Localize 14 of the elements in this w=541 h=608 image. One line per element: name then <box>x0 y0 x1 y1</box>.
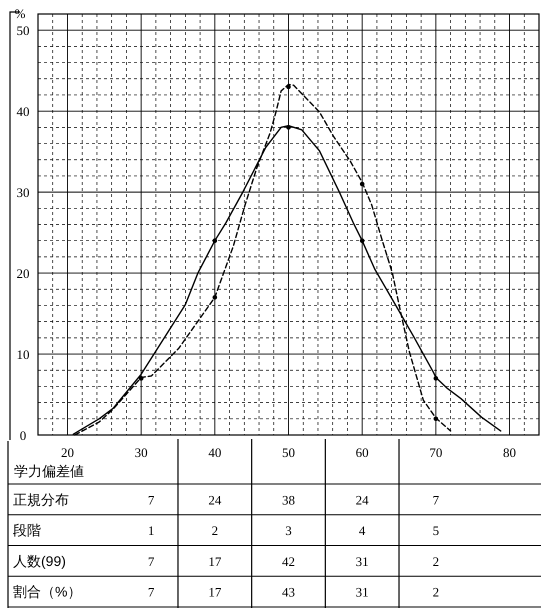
y-tick-label: 10 <box>16 347 30 362</box>
x-tick-label: 50 <box>282 445 295 460</box>
x-tick-label: 20 <box>60 445 74 460</box>
y-tick-label: 20 <box>16 266 30 282</box>
x-tick-label: 40 <box>208 445 222 460</box>
y-tick-label: 0 <box>20 428 26 443</box>
x-tick-label: 30 <box>134 445 148 460</box>
x-tick-label: 80 <box>503 445 516 460</box>
y-tick-label: 50 <box>16 23 30 38</box>
xlabel: 学力偏差値 <box>14 463 84 479</box>
x-tick-label: 70 <box>429 445 442 460</box>
y-tick-label: 40 <box>16 104 30 120</box>
x-tick-label: 60 <box>356 445 369 460</box>
y-tick-label: 30 <box>16 185 30 200</box>
